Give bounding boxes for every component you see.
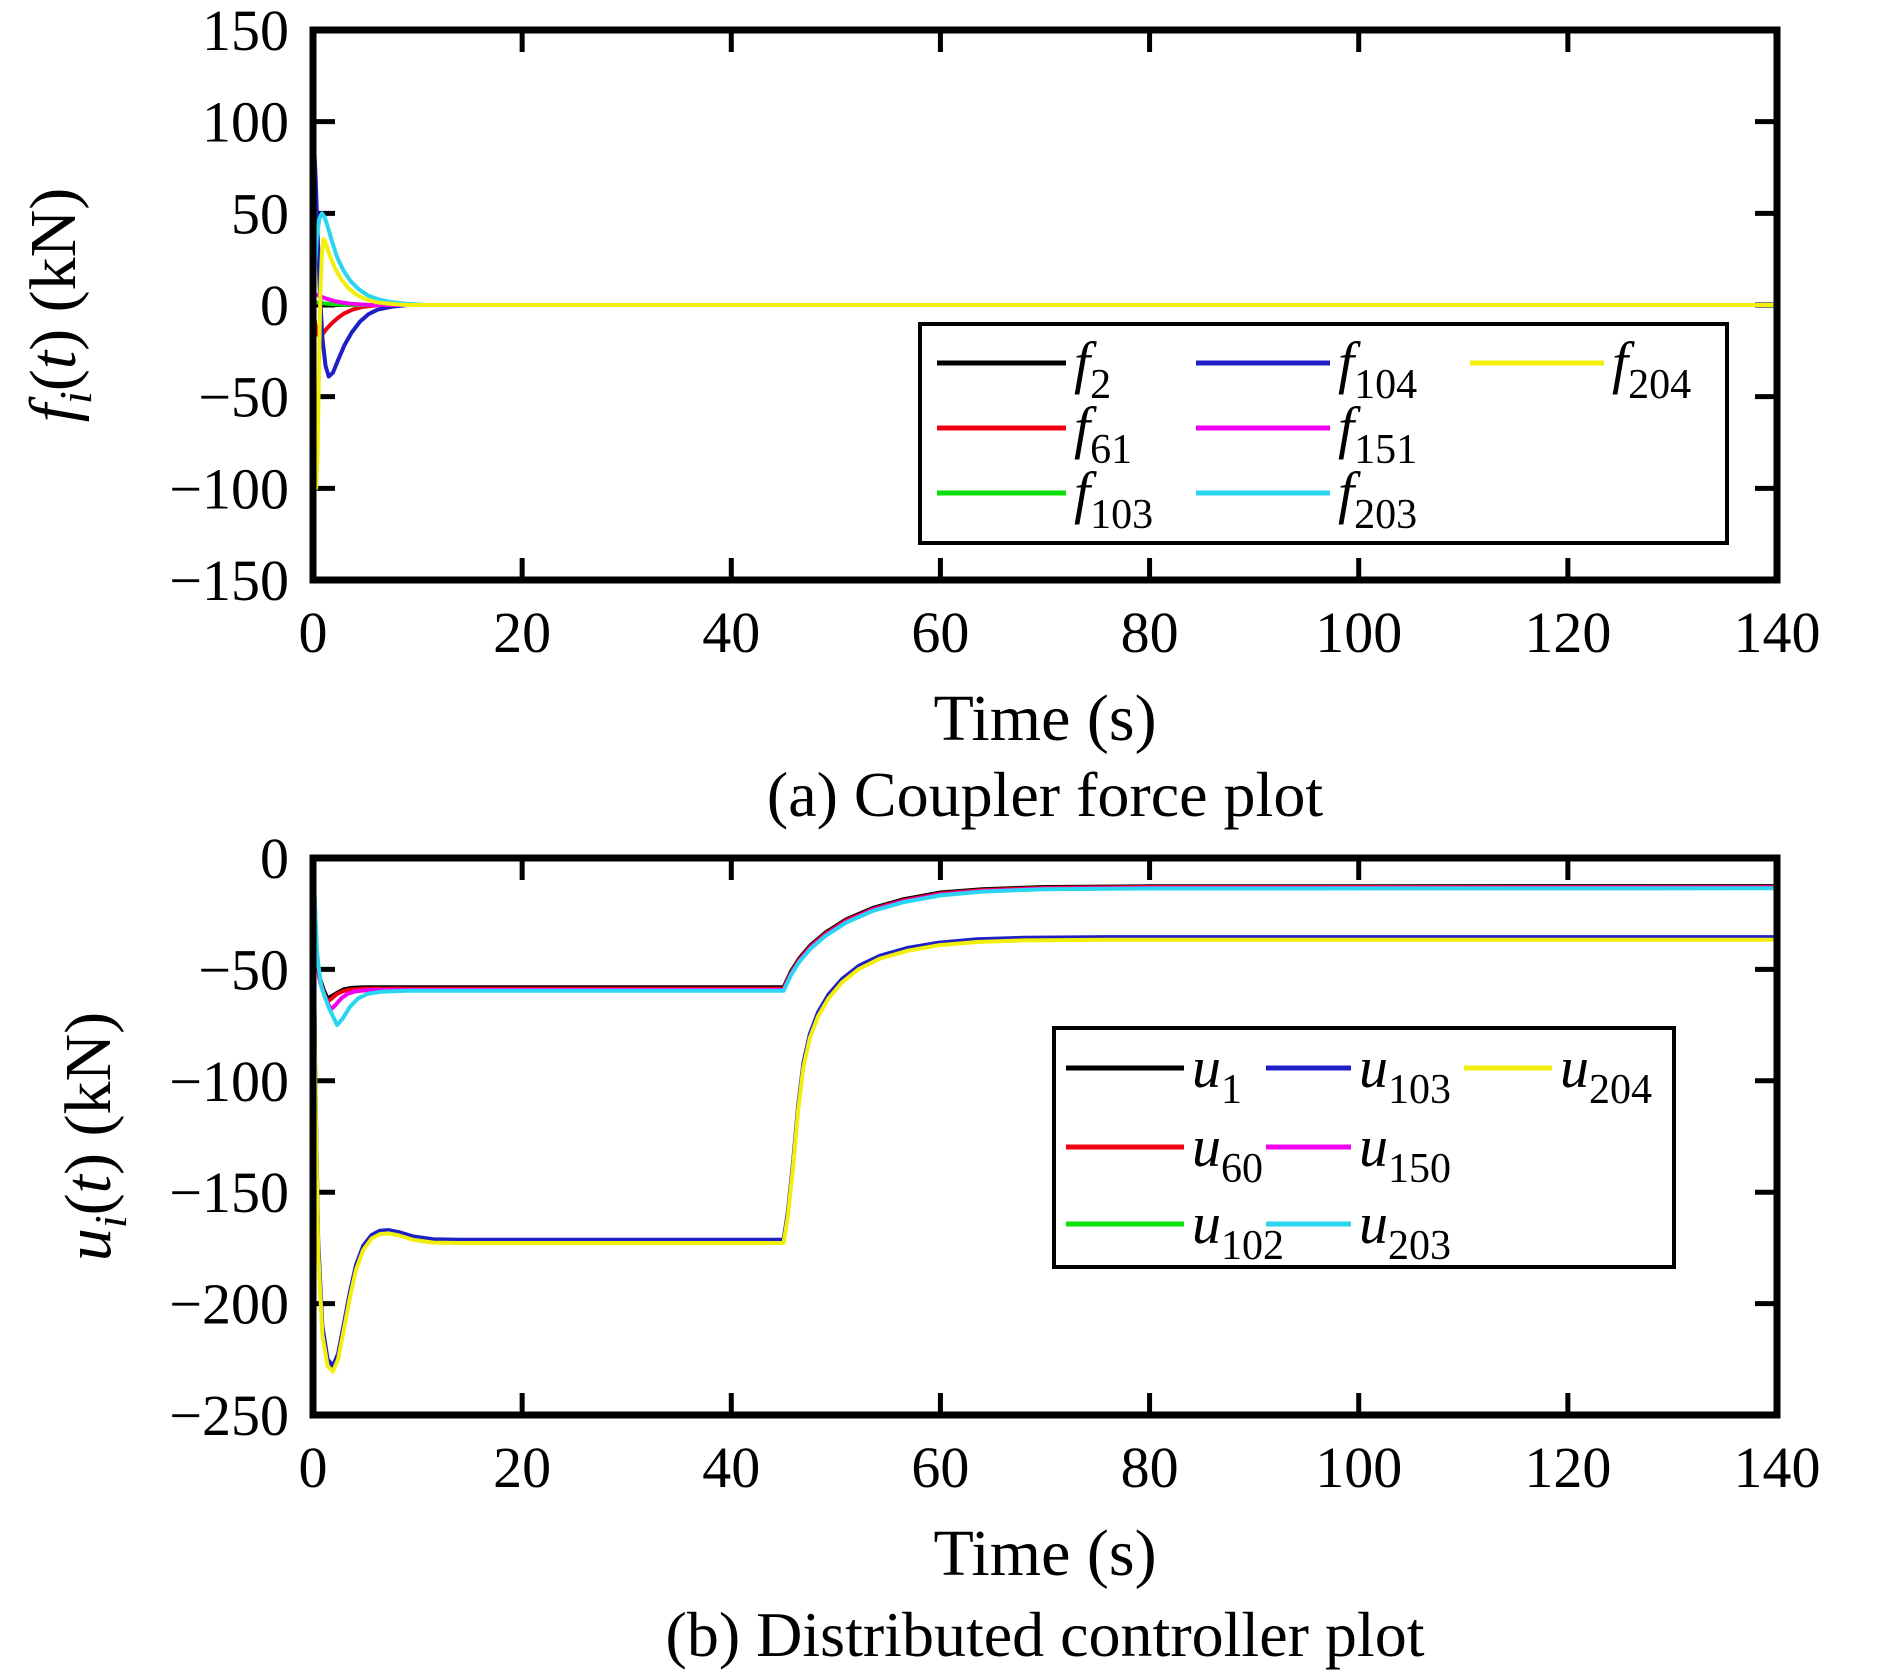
- y-tick-label: 50: [231, 181, 289, 246]
- x-tick-label: 40: [702, 1435, 760, 1500]
- x-tick-label: 80: [1121, 600, 1179, 665]
- y-tick-label: 0: [260, 826, 289, 891]
- series-u203: [311, 857, 1778, 1028]
- x-tick-label: 120: [1524, 1435, 1611, 1500]
- x-tick-label: 80: [1121, 1435, 1179, 1500]
- x-tick-label: 60: [911, 1435, 969, 1500]
- legend-label-f204: f204: [1612, 330, 1691, 408]
- x-tick-label: 20: [493, 600, 551, 665]
- series-u204: [311, 857, 1777, 1374]
- legend-label-u103: u103: [1359, 1035, 1451, 1113]
- x-tick-label: 60: [911, 600, 969, 665]
- y-tick-label: −150: [169, 548, 289, 613]
- x-tick-label: 0: [299, 1435, 328, 1500]
- legend-label-u150: u150: [1359, 1114, 1451, 1192]
- plot-a: 0 20 40 60 80 100 120 140 150 100 50 0 −50 −100 −150 Ti…: [17, 0, 1821, 755]
- legend-label-f104: f104: [1338, 330, 1417, 408]
- x-axis-label: Time (s): [933, 682, 1156, 755]
- series-f203: [311, 211, 1777, 307]
- legend-label-f61: f61: [1074, 395, 1132, 473]
- y-tick-label: 150: [202, 0, 289, 63]
- y-tick-label: −250: [169, 1383, 289, 1448]
- caption-distributed-controller-plot: (b) Distributed controller plot: [665, 1599, 1425, 1670]
- x-tick-label: 20: [493, 1435, 551, 1500]
- legend-label-u203: u203: [1359, 1191, 1451, 1269]
- series-lines: [311, 857, 1778, 1374]
- x-tick-label: 140: [1734, 600, 1821, 665]
- x-tick-label: 100: [1315, 600, 1402, 665]
- plot-b: 0 20 40 60 80 100 120 140 0 −50 −100 −150 −200 −250 Ti…: [52, 826, 1821, 1590]
- plot-frame: [309, 854, 1781, 1419]
- series-f104: [311, 121, 1777, 379]
- caption-coupler-force-plot: (a) Coupler force plot: [766, 759, 1324, 830]
- y-tick-label: −50: [198, 365, 289, 430]
- legend-label-u1: u1: [1192, 1035, 1242, 1113]
- x-tick-label: 0: [299, 600, 328, 665]
- x-axis-label: Time (s): [933, 1517, 1156, 1590]
- x-tick-label: 100: [1315, 1435, 1402, 1500]
- axis-ticks: 0 20 40 60 80 100 120 140 150 100 50 0 −50 −100 −150: [169, 0, 1820, 665]
- y-tick-label: 100: [202, 90, 289, 155]
- x-tick-label: 140: [1734, 1435, 1821, 1500]
- y-tick-label: −100: [169, 1049, 289, 1114]
- legend-label-u204: u204: [1560, 1035, 1652, 1113]
- legend-box: [918, 322, 1729, 545]
- x-tick-label: 120: [1524, 600, 1611, 665]
- series-u60: [311, 857, 1777, 1004]
- x-tick-label: 40: [702, 600, 760, 665]
- y-axis-label: ui(t) (kN): [52, 1012, 136, 1261]
- y-tick-label: 0: [260, 273, 289, 338]
- y-tick-label: −150: [169, 1160, 289, 1225]
- y-tick-label: −200: [169, 1272, 289, 1337]
- y-tick-label: −100: [169, 456, 289, 521]
- y-axis-label: fi(t) (kN): [17, 188, 101, 423]
- plot-frame: [309, 26, 1781, 584]
- series-u1: [311, 857, 1778, 1001]
- legend-label-u102: u102: [1192, 1191, 1284, 1269]
- y-tick-label: −50: [198, 937, 289, 1002]
- legend-label-u60: u60: [1192, 1114, 1263, 1192]
